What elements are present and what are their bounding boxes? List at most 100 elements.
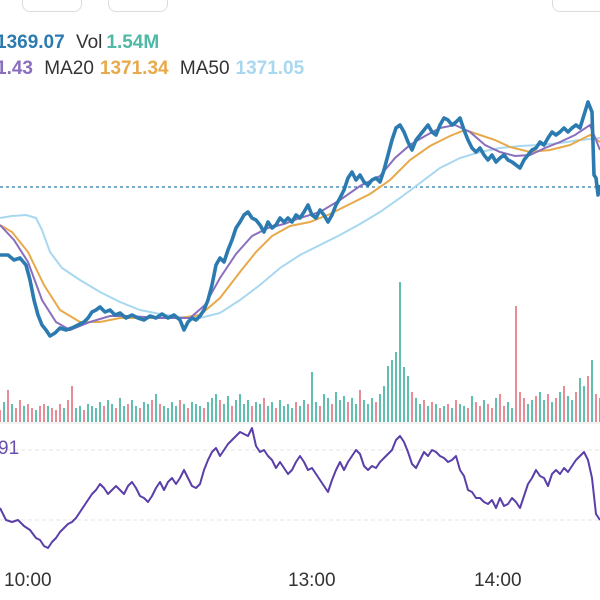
volume-bar: [495, 398, 497, 422]
volume-bar: [47, 406, 49, 422]
price-value: 1369.07: [0, 32, 65, 53]
volume-bars: [0, 282, 600, 422]
volume-bar: [503, 406, 505, 422]
volume-bar: [523, 398, 525, 422]
volume-bar: [547, 394, 549, 422]
top-tab-middle[interactable]: [108, 0, 168, 12]
volume-bar: [583, 386, 585, 422]
volume-bar: [447, 404, 449, 422]
volume-bar: [359, 390, 361, 422]
ma10-line: [0, 123, 600, 332]
volume-bar: [431, 402, 433, 422]
volume-bar: [79, 406, 81, 422]
volume-bar: [471, 396, 473, 422]
volume-bar: [15, 408, 17, 422]
volume-bar: [179, 400, 181, 422]
volume-bar: [239, 394, 241, 422]
volume-bar: [579, 378, 581, 422]
volume-bar: [479, 406, 481, 422]
volume-bar: [307, 404, 309, 422]
volume-bar: [419, 404, 421, 422]
x-tick-label: 14:00: [474, 570, 522, 591]
ma50-value: 1371.05: [235, 58, 305, 79]
volume-bar: [475, 402, 477, 422]
volume-bar: [487, 404, 489, 422]
volume-bar: [467, 408, 469, 422]
volume-bar: [243, 404, 245, 422]
volume-bar: [403, 367, 405, 422]
volume-bar: [195, 404, 197, 422]
volume-bar: [387, 366, 389, 422]
volume-bar: [287, 404, 289, 422]
volume-bar: [535, 396, 537, 422]
volume-bar: [379, 394, 381, 422]
volume-bar: [3, 402, 5, 422]
volume-bar: [187, 408, 189, 422]
volume-bar: [127, 404, 129, 422]
volume-bar: [107, 400, 109, 422]
volume-bar: [407, 376, 409, 422]
volume-bar: [275, 408, 277, 422]
ma20-line: [0, 128, 600, 323]
volume-bar: [147, 404, 149, 422]
rsi-line: [0, 427, 600, 549]
volume-bar: [279, 400, 281, 422]
volume-bar: [451, 408, 453, 422]
volume-bar: [19, 400, 21, 422]
legend-row-1: 1369.07 Vol 1.54M: [0, 32, 165, 54]
top-tab-right[interactable]: [552, 0, 600, 12]
volume-bar: [247, 400, 249, 422]
volume-bar: [595, 394, 597, 422]
volume-bar: [331, 404, 333, 422]
volume-bar: [539, 392, 541, 422]
volume-bar: [87, 404, 89, 422]
volume-bar: [519, 392, 521, 422]
volume-bar: [311, 372, 313, 422]
volume-bar: [259, 404, 261, 422]
volume-bar: [559, 392, 561, 422]
volume-bar: [167, 408, 169, 422]
volume-bar: [423, 400, 425, 422]
volume-bar: [383, 386, 385, 422]
volume-bar: [411, 392, 413, 422]
volume-bar: [171, 402, 173, 422]
volume-bar: [303, 400, 305, 422]
volume-bar: [435, 404, 437, 422]
volume-bar: [299, 406, 301, 422]
volume-bar: [95, 408, 97, 422]
volume-bar: [203, 408, 205, 422]
volume-bar: [43, 404, 45, 422]
volume-bar: [123, 406, 125, 422]
volume-bar: [491, 408, 493, 422]
top-tab-left[interactable]: [22, 0, 82, 12]
volume-bar: [483, 400, 485, 422]
volume-bar: [263, 398, 265, 422]
volume-bar: [0, 410, 1, 422]
volume-bar: [99, 402, 101, 422]
volume-bar: [23, 406, 25, 422]
volume-bar: [267, 406, 269, 422]
volume-bar: [543, 400, 545, 422]
volume-bar: [319, 406, 321, 422]
volume-bar: [215, 394, 217, 422]
volume-bar: [251, 406, 253, 422]
price-line: [0, 100, 600, 338]
volume-bar: [27, 404, 29, 422]
volume-bar: [563, 386, 565, 422]
volume-bar: [175, 406, 177, 422]
volume-bar: [163, 406, 165, 422]
volume-bar: [571, 400, 573, 422]
volume-bar: [7, 390, 9, 422]
volume-bar: [375, 402, 377, 422]
volume-bar: [59, 404, 61, 422]
volume-bar: [199, 406, 201, 422]
vol-value: 1.54M: [106, 32, 160, 53]
volume-bar: [315, 402, 317, 422]
volume-bar: [455, 400, 457, 422]
vol-label: Vol: [75, 32, 103, 53]
ma50-line: [0, 137, 600, 320]
ma50-label: MA50: [179, 58, 230, 79]
volume-bar: [391, 360, 393, 422]
